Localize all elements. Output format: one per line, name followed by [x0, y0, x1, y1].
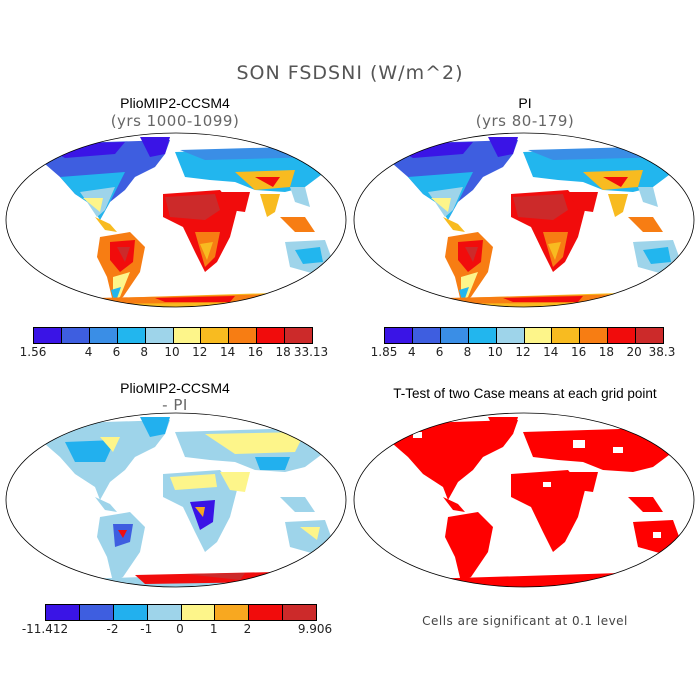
colorbar-swatch	[201, 328, 230, 343]
colorbar-tick-label: 8	[140, 345, 149, 359]
colorbar-swatch	[46, 605, 80, 620]
colorbar-tick-label: 18	[598, 345, 615, 359]
colorbar-tick-label: 38.3	[648, 345, 676, 359]
colorbar-swatch	[440, 328, 469, 343]
colorbar-tick-label: 1	[209, 622, 218, 636]
colorbar-tick-label: 10	[487, 345, 503, 359]
figure-title: SON FSDSNI (W/m^2)	[236, 62, 464, 84]
colorbar-swatch	[61, 328, 90, 343]
colorbar-swatch	[89, 328, 118, 343]
panel1-title: PlioMIP2-CCSM4	[120, 95, 230, 111]
colorbar-swatch	[173, 328, 202, 343]
panel2-title: PI	[518, 95, 532, 111]
colorbar-tick-label: 18	[275, 345, 291, 359]
colorbar-swatch	[229, 328, 258, 343]
panel3-subtitle: - PI	[162, 396, 188, 414]
colorbar-pi	[384, 327, 664, 344]
colorbar-swatch	[608, 328, 637, 343]
colorbar-tick-label: 16	[570, 345, 587, 359]
colorbar-tick-label: 10	[164, 345, 180, 359]
map-plio	[5, 132, 347, 308]
colorbar-tick-label: 14	[219, 345, 236, 359]
colorbar-swatch	[145, 328, 174, 343]
panel3-title: PlioMIP2-CCSM4	[120, 380, 230, 396]
colorbar-swatch	[79, 605, 114, 620]
colorbar-tick-label: 16	[247, 345, 264, 359]
colorbar-tick-label: 8	[463, 345, 472, 359]
colorbar-tick-label: 14	[543, 345, 559, 359]
colorbar-tick-label: 12	[515, 345, 531, 359]
colorbar-swatch	[249, 605, 284, 620]
colorbar-swatch	[496, 328, 525, 343]
map-ttest	[353, 412, 695, 588]
colorbar-swatch	[385, 328, 413, 343]
colorbar-swatch	[283, 605, 316, 620]
colorbar-swatch	[34, 328, 62, 343]
colorbar-tick-label: -1	[140, 622, 153, 636]
colorbar-swatch	[117, 328, 146, 343]
colorbar-tick-label: -2	[106, 622, 119, 636]
colorbar-tick-label: 4	[84, 345, 93, 359]
colorbar-swatch	[580, 328, 609, 343]
colorbar-tick-label: 1.85	[370, 345, 398, 359]
colorbar-tick-label: 4	[407, 345, 416, 359]
panel2-subtitle: (yrs 80-179)	[475, 112, 575, 130]
colorbar-plio	[33, 327, 313, 344]
colorbar-tick-label: 33.13	[293, 345, 329, 359]
colorbar-swatch	[468, 328, 497, 343]
significance-note: Cells are significant at 0.1 level	[422, 614, 628, 628]
colorbar-swatch	[412, 328, 441, 343]
colorbar-swatch	[524, 328, 553, 343]
colorbar-tick-label: 2	[243, 622, 252, 636]
colorbar-swatch	[636, 328, 664, 343]
colorbar-swatch	[147, 605, 182, 620]
colorbar-swatch	[215, 605, 250, 620]
panel4-title: T-Test of two Case means at each grid po…	[393, 386, 657, 401]
colorbar-swatch	[181, 605, 216, 620]
map-pi	[353, 132, 695, 308]
colorbar-swatch	[257, 328, 286, 343]
panel1-subtitle: (yrs 1000-1099)	[110, 112, 240, 130]
colorbar-swatch	[552, 328, 581, 343]
colorbar-swatch	[113, 605, 148, 620]
colorbar-difference	[45, 604, 317, 621]
colorbar-tick-label: 6	[112, 345, 121, 359]
colorbar-tick-label: 12	[192, 345, 208, 359]
colorbar-swatch	[285, 328, 313, 343]
map-difference	[5, 412, 347, 588]
colorbar-tick-label: 1.56	[19, 345, 47, 359]
colorbar-tick-label: -11.412	[21, 622, 69, 636]
colorbar-tick-label: 0	[176, 622, 184, 636]
colorbar-tick-label: 20	[626, 345, 642, 359]
colorbar-tick-label: 9.906	[297, 622, 333, 636]
colorbar-tick-label: 6	[435, 345, 444, 359]
